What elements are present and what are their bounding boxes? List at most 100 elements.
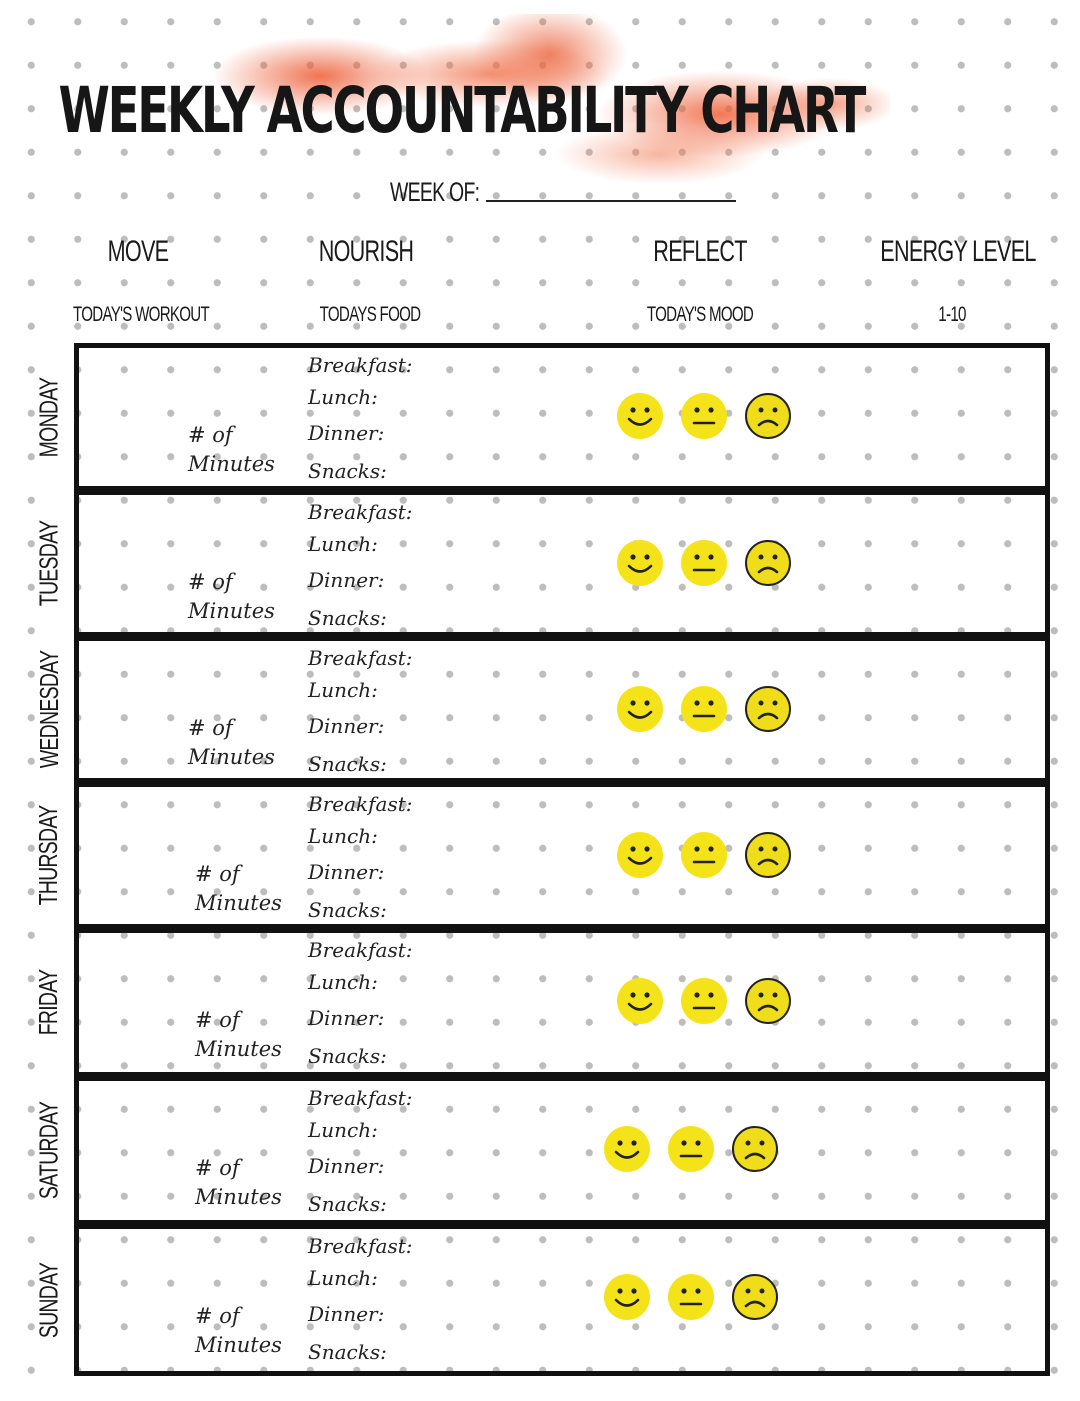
- day-label-monday: MONDAY: [4, 353, 94, 481]
- minutes-label-line1: # of: [195, 1008, 240, 1032]
- minutes-label: # of Minutes: [188, 421, 275, 479]
- minutes-label: # of Minutes: [195, 1302, 282, 1360]
- minutes-label-line1: # of: [188, 423, 233, 447]
- minutes-label-line2: Minutes: [195, 1185, 282, 1209]
- meal-label-breakfast: Breakfast:: [308, 646, 413, 670]
- day-label-wednesday: WEDNESDAY: [4, 646, 94, 773]
- meal-label-breakfast: Breakfast:: [308, 1086, 413, 1110]
- happy-face-icon[interactable]: [617, 393, 663, 439]
- meal-label-snacks: Snacks:: [308, 1192, 387, 1216]
- sad-face-icon[interactable]: [745, 978, 791, 1024]
- day-row-tuesday[interactable]: [74, 490, 1050, 637]
- meal-label-snacks: Snacks:: [308, 459, 387, 483]
- minutes-label-line2: Minutes: [195, 1037, 282, 1061]
- meal-label-dinner: Dinner:: [308, 714, 385, 738]
- minutes-label-line2: Minutes: [188, 452, 275, 476]
- neutral-face-icon[interactable]: [681, 832, 727, 878]
- minutes-label: # of Minutes: [195, 1154, 282, 1212]
- minutes-label: # of Minutes: [195, 860, 282, 918]
- meal-label-lunch: Lunch:: [308, 1118, 378, 1142]
- meal-label-snacks: Snacks:: [308, 1340, 387, 1364]
- meal-label-breakfast: Breakfast:: [308, 1234, 413, 1258]
- neutral-face-icon[interactable]: [668, 1274, 714, 1320]
- day-row-saturday[interactable]: [74, 1076, 1050, 1225]
- column-subheading-mood: TODAY'S MOOD: [646, 303, 754, 326]
- column-subheading-workout: TODAY'S WORKOUT: [72, 303, 210, 326]
- day-label-sunday: SUNDAY: [4, 1234, 94, 1366]
- column-heading-nourish: NOURISH: [318, 235, 414, 268]
- neutral-face-icon[interactable]: [681, 978, 727, 1024]
- day-label-text: WEDNESDAY: [33, 650, 64, 769]
- happy-face-icon[interactable]: [617, 832, 663, 878]
- mood-options: [617, 832, 791, 878]
- minutes-label-line1: # of: [195, 1156, 240, 1180]
- meal-label-breakfast: Breakfast:: [308, 500, 413, 524]
- minutes-label: # of Minutes: [188, 568, 275, 626]
- minutes-label-line2: Minutes: [195, 891, 282, 915]
- column-heading-move: MOVE: [107, 235, 169, 268]
- watercolor-splash: [190, 14, 890, 184]
- neutral-face-icon[interactable]: [681, 540, 727, 586]
- column-subheading-food: TODAYS FOOD: [319, 303, 421, 326]
- day-row-sunday[interactable]: [74, 1224, 1050, 1376]
- meal-label-lunch: Lunch:: [308, 385, 378, 409]
- minutes-label: # of Minutes: [188, 714, 275, 772]
- minutes-label-line1: # of: [188, 716, 233, 740]
- week-of-blank-line: [486, 199, 736, 202]
- sad-face-icon[interactable]: [732, 1126, 778, 1172]
- meal-label-breakfast: Breakfast:: [308, 792, 413, 816]
- minutes-label-line1: # of: [195, 862, 240, 886]
- meal-label-breakfast: Breakfast:: [308, 353, 413, 377]
- day-label-text: SATURDAY: [33, 1101, 64, 1200]
- neutral-face-icon[interactable]: [681, 686, 727, 732]
- meal-label-snacks: Snacks:: [308, 898, 387, 922]
- meal-label-lunch: Lunch:: [308, 970, 378, 994]
- happy-face-icon[interactable]: [604, 1126, 650, 1172]
- neutral-face-icon[interactable]: [668, 1126, 714, 1172]
- minutes-label-line2: Minutes: [188, 599, 275, 623]
- day-label-thursday: THURSDAY: [4, 792, 94, 919]
- minutes-label-line2: Minutes: [195, 1333, 282, 1357]
- day-label-friday: FRIDAY: [4, 938, 94, 1067]
- meal-label-lunch: Lunch:: [308, 678, 378, 702]
- sad-face-icon[interactable]: [745, 540, 791, 586]
- column-heading-reflect: REFLECT: [653, 235, 747, 268]
- meal-label-snacks: Snacks:: [308, 606, 387, 630]
- meal-label-lunch: Lunch:: [308, 532, 378, 556]
- meal-label-snacks: Snacks:: [308, 752, 387, 776]
- meal-label-lunch: Lunch:: [308, 1266, 378, 1290]
- meal-label-dinner: Dinner:: [308, 421, 385, 445]
- happy-face-icon[interactable]: [617, 686, 663, 732]
- happy-face-icon[interactable]: [617, 540, 663, 586]
- sad-face-icon[interactable]: [745, 832, 791, 878]
- meal-label-dinner: Dinner:: [308, 568, 385, 592]
- day-row-monday[interactable]: [74, 343, 1050, 491]
- minutes-label-line1: # of: [188, 570, 233, 594]
- page-title: WEEKLY ACCOUNTABILITY CHART: [58, 73, 866, 147]
- minutes-label-line2: Minutes: [188, 745, 275, 769]
- mood-options: [617, 540, 791, 586]
- meal-label-dinner: Dinner:: [308, 860, 385, 884]
- mood-options: [617, 393, 791, 439]
- week-of-label: WEEK OF:: [390, 177, 480, 207]
- day-row-wednesday[interactable]: [74, 636, 1050, 783]
- meal-label-dinner: Dinner:: [308, 1302, 385, 1326]
- week-of-field[interactable]: WEEK OF:: [390, 168, 736, 208]
- happy-face-icon[interactable]: [617, 978, 663, 1024]
- column-subheading-energy: 1-10: [938, 303, 966, 326]
- day-label-text: FRIDAY: [33, 969, 64, 1036]
- mood-options: [617, 978, 791, 1024]
- column-heading-energy-level: ENERGY LEVEL: [880, 235, 1036, 268]
- day-label-text: THURSDAY: [33, 805, 64, 906]
- meal-label-breakfast: Breakfast:: [308, 938, 413, 962]
- day-label-tuesday: TUESDAY: [4, 500, 94, 627]
- meal-label-dinner: Dinner:: [308, 1006, 385, 1030]
- sad-face-icon[interactable]: [732, 1274, 778, 1320]
- sad-face-icon[interactable]: [745, 393, 791, 439]
- day-label-text: SUNDAY: [33, 1262, 64, 1338]
- sad-face-icon[interactable]: [745, 686, 791, 732]
- day-row-thursday[interactable]: [74, 782, 1050, 929]
- day-row-friday[interactable]: [74, 928, 1050, 1077]
- neutral-face-icon[interactable]: [681, 393, 727, 439]
- happy-face-icon[interactable]: [604, 1274, 650, 1320]
